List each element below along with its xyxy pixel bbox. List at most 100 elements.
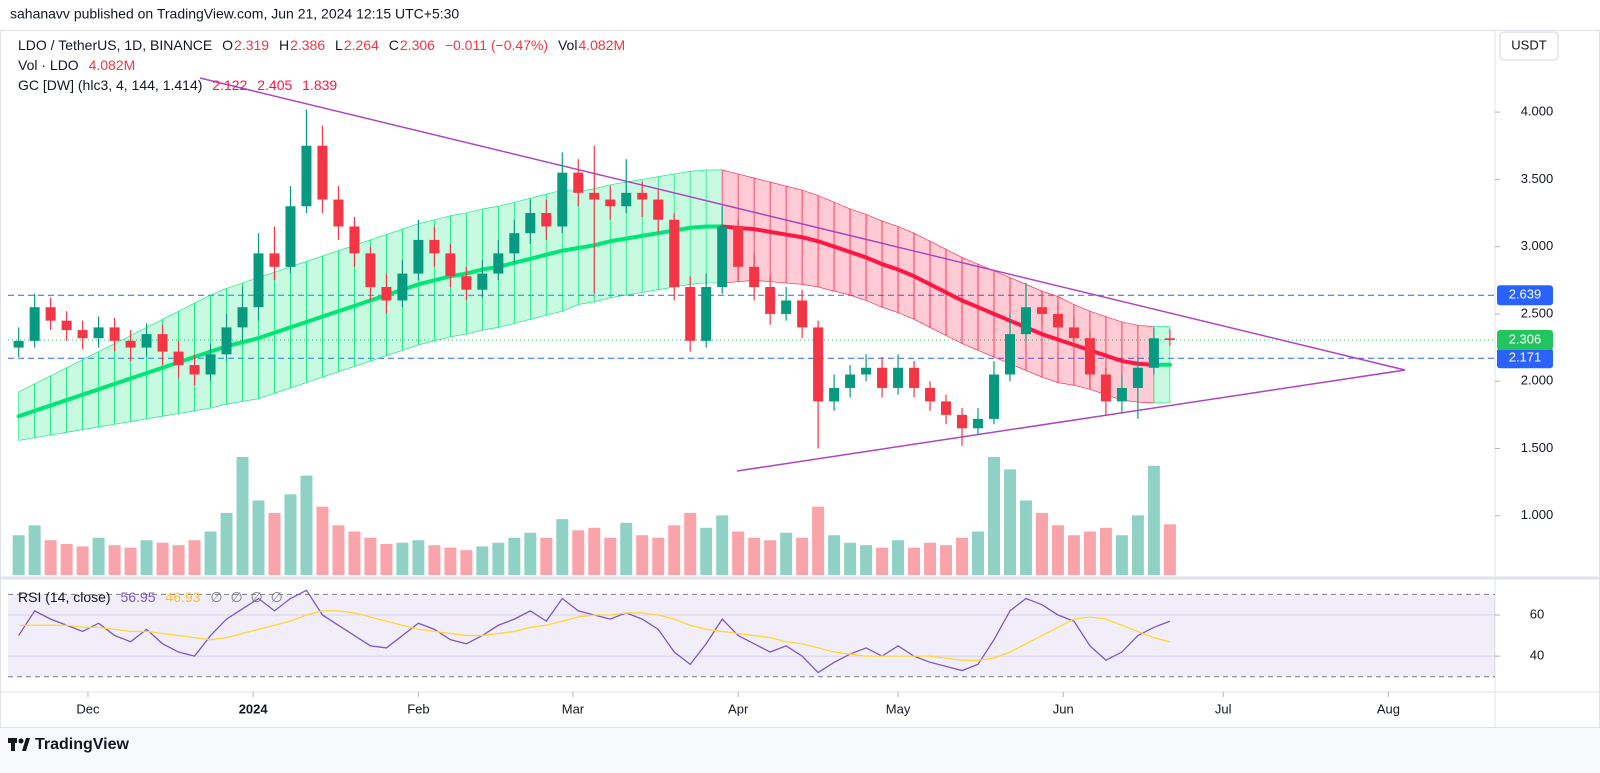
- legend-open: 2.319: [234, 37, 269, 53]
- channel-mid: [304, 314, 325, 325]
- currency-box[interactable]: [1499, 31, 1559, 61]
- volume-bar: [748, 537, 761, 575]
- channel-mid: [960, 298, 981, 310]
- volume-bar: [988, 457, 1001, 575]
- candle-body: [525, 213, 536, 234]
- candle-body: [1164, 338, 1175, 341]
- candle-body: [541, 213, 552, 227]
- volume-bar: [924, 542, 937, 575]
- candle-body: [669, 219, 680, 288]
- channel-mid: [1119, 359, 1140, 366]
- na-marker: ∅: [210, 589, 222, 605]
- na-marker: ∅: [251, 589, 263, 605]
- volume-bar: [396, 542, 409, 575]
- x-tick-label: Mar: [562, 701, 585, 716]
- channel-mid: [64, 392, 85, 403]
- candle-body: [493, 253, 504, 274]
- volume-bar: [284, 494, 297, 575]
- volume-bar: [476, 546, 489, 575]
- candle-body: [269, 253, 280, 267]
- volume-bar: [940, 545, 953, 575]
- candle-body: [189, 365, 200, 375]
- volume-bar: [124, 547, 137, 575]
- candle-body: [717, 226, 728, 288]
- volume-bar: [348, 531, 361, 575]
- legend-key: H: [279, 37, 289, 53]
- publisher: sahanavv published on TradingView.com, J…: [10, 6, 459, 22]
- candle-body: [205, 354, 216, 375]
- candle-body: [605, 199, 616, 207]
- legend-key: Vol: [558, 37, 577, 53]
- channel-upper-value: 2.405: [257, 77, 292, 93]
- channel-mid: [16, 408, 37, 419]
- candle-body: [941, 401, 952, 415]
- x-tick-label: 2024: [239, 701, 269, 716]
- candle-body: [797, 300, 808, 328]
- candle-body: [701, 287, 712, 341]
- candle-body: [973, 418, 984, 429]
- volume-bar: [668, 525, 681, 575]
- candle-body: [877, 367, 888, 388]
- channel-mid: [640, 231, 661, 238]
- volume-bar: [380, 543, 393, 575]
- volume-bar: [1147, 465, 1160, 575]
- channel-mid: [512, 256, 533, 265]
- volume-bar: [60, 543, 73, 575]
- volume-bar: [188, 540, 201, 575]
- volume-bar: [428, 545, 441, 575]
- volume-bar: [588, 527, 601, 575]
- y-tick-label: 1.000: [1521, 507, 1554, 522]
- candle-body: [893, 367, 904, 388]
- legend-key: C: [389, 37, 399, 53]
- y-tick-label: 3.500: [1521, 171, 1554, 186]
- channel-mid: [1103, 353, 1124, 364]
- volume-bar: [1035, 512, 1048, 575]
- candle-body: [1036, 307, 1047, 314]
- channel-mid: [112, 376, 133, 386]
- channel-mid: [48, 398, 69, 408]
- price-label: 2.171: [1509, 350, 1542, 365]
- volume-bar: [1131, 515, 1144, 575]
- last-price-box: [1497, 330, 1553, 351]
- channel-mid: [880, 262, 901, 272]
- volume-bar: [876, 547, 889, 575]
- candle-body: [1068, 327, 1079, 339]
- candle-body: [509, 233, 520, 254]
- rsi-value: 56.95: [120, 589, 155, 605]
- volume-bar: [1115, 535, 1128, 575]
- channel-title: GC [DW] (hlc3, 4, 144, 1.414): [18, 77, 202, 93]
- volume-bar: [300, 475, 313, 575]
- rsi-title: RSI (14, close): [18, 589, 111, 605]
- volume-bar: [892, 540, 905, 575]
- volume-bar: [908, 547, 921, 575]
- currency[interactable]: USDT: [1511, 37, 1546, 52]
- channel-mid: [272, 325, 293, 335]
- volume-bar: [76, 546, 89, 575]
- volume-bar: [604, 537, 617, 575]
- channel-mid: [416, 278, 437, 287]
- brand[interactable]: TradingView: [35, 736, 130, 753]
- y-tick-label: 4.000: [1521, 104, 1554, 119]
- volume-bar: [716, 515, 729, 575]
- legend-key: O: [222, 37, 233, 53]
- candle-body: [109, 327, 120, 341]
- candle-body: [429, 239, 440, 254]
- candle-body: [29, 307, 40, 341]
- symbol-title: LDO / TetherUS, 1D, BINANCE: [18, 37, 212, 53]
- channel-mid: [992, 311, 1012, 323]
- volume-bar: [508, 537, 521, 575]
- channel-mid: [80, 387, 101, 397]
- candle-body: [173, 351, 184, 366]
- candle-body: [957, 414, 968, 429]
- channel-mid: [256, 330, 277, 341]
- channel-mid: [928, 282, 949, 295]
- channel-mid: [528, 252, 549, 261]
- candle-body: [653, 199, 664, 220]
- volume-bar: [684, 512, 697, 575]
- channel-mid: [96, 381, 117, 392]
- channel-mid: [784, 232, 805, 240]
- layer-axis: 1.000 1.500 2.000 2.500 3.000 3.500 4.000 Dec 20…: [76, 104, 1553, 717]
- channel-mid: [288, 320, 309, 330]
- candle-body: [365, 253, 376, 288]
- layer-volume: [12, 457, 1176, 575]
